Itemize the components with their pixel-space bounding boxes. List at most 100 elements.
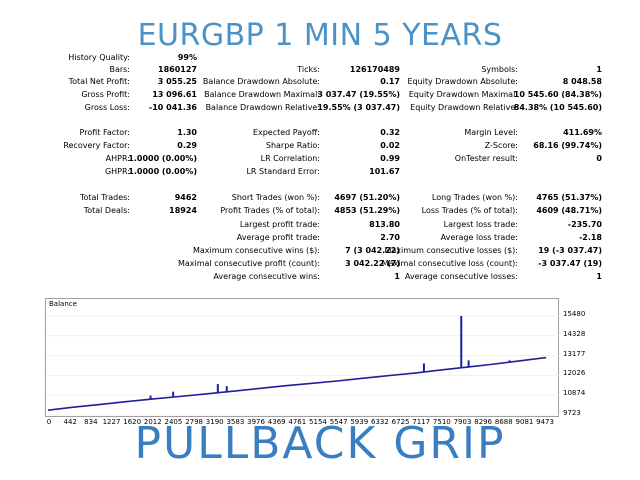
- stat-value: 411.69%: [563, 128, 602, 137]
- stat-value: 99%: [177, 53, 197, 62]
- stat-label: Largest profit trade:: [239, 220, 320, 229]
- stat-value: -3 037.47 (19): [538, 259, 602, 268]
- balance-series-line: [47, 356, 547, 411]
- stat-value: 4853 (51.29%): [334, 206, 400, 215]
- stat-label: Total Net Profit:: [68, 77, 130, 86]
- chart-series-label: Balance: [49, 300, 77, 308]
- stat-value: 0.02: [380, 141, 400, 150]
- x-tick-label: 3583: [226, 418, 245, 426]
- stat-value: 0: [596, 154, 602, 163]
- stats-table: History Quality: 99% Bars: 1860127 Total Net…: [63, 53, 602, 281]
- stat-label: GHPR:: [104, 167, 130, 176]
- x-tick-label: 7903: [453, 418, 472, 426]
- stat-value: 4609 (48.71%): [536, 206, 602, 215]
- stat-value: 1: [596, 272, 602, 281]
- stat-label: Maximum consecutive wins ($):: [192, 246, 320, 255]
- stat-label: Bars:: [109, 65, 130, 74]
- stat-value: 1.0000 (0.00%): [128, 167, 197, 176]
- stat-value: 0.32: [380, 128, 400, 137]
- stat-label: Equity Drawdown Maximal:: [408, 90, 518, 99]
- stat-value: 19.55% (3 037.47): [317, 103, 400, 112]
- y-tick-label: 9723: [563, 409, 581, 417]
- stat-value: 126170489: [349, 65, 400, 74]
- x-tick-label: 2012: [143, 418, 162, 426]
- x-tick-label: 7117: [412, 418, 431, 426]
- stat-value: 3 042.22 (7): [345, 259, 400, 268]
- x-tick-label: 5939: [350, 418, 369, 426]
- stat-value: 8 048.58: [562, 77, 602, 86]
- report-title: EURGBP 1 MIN 5 YEARS: [137, 18, 503, 53]
- x-tick-label: 834: [84, 418, 98, 426]
- stat-label: Largest loss trade:: [443, 220, 518, 229]
- stat-value: 1: [596, 65, 602, 74]
- stat-value: 2.70: [380, 233, 400, 242]
- x-tick-label: 9081: [515, 418, 534, 426]
- stat-value: -235.70: [567, 220, 602, 229]
- stat-label: LR Correlation:: [260, 154, 320, 163]
- stat-value: -2.18: [578, 233, 602, 242]
- stat-value: 4765 (51.37%): [536, 193, 602, 202]
- y-tick-label: 15480: [563, 309, 586, 318]
- stat-label: Maximum consecutive losses ($):: [384, 246, 518, 255]
- stat-label: AHPR:: [105, 154, 130, 163]
- x-tick-label: 2405: [164, 418, 183, 426]
- stat-value: 18924: [169, 206, 197, 215]
- stat-value: 3 055.25: [157, 77, 197, 86]
- stat-label: Margin Level:: [464, 128, 518, 137]
- stat-label: Symbols:: [481, 65, 518, 74]
- stat-label: Total Deals:: [83, 206, 130, 215]
- x-tick-label: 5547: [329, 418, 348, 426]
- stat-label: Gross Loss:: [84, 103, 130, 112]
- balance-plot: [46, 315, 560, 416]
- stat-label: Maximal consecutive loss (count):: [381, 259, 518, 268]
- balance-chart: Balance: [45, 298, 560, 417]
- stat-value: 1.0000 (0.00%): [128, 154, 197, 163]
- stat-value: 13 096.61: [152, 90, 197, 99]
- stat-label: Maximal consecutive profit (count):: [177, 259, 320, 268]
- x-tick-label: 4761: [288, 418, 307, 426]
- x-tick-label: 1227: [102, 418, 121, 426]
- stat-label: Recovery Factor:: [63, 141, 130, 150]
- stat-label: Z-Score:: [484, 141, 518, 150]
- stat-value: 19 (-3 037.47): [538, 246, 602, 255]
- stat-label: Average loss trade:: [440, 233, 518, 242]
- stat-label: Balance Drawdown Absolute:: [202, 77, 320, 86]
- stat-value: 3 037.47 (19.55%): [317, 90, 400, 99]
- y-tick-label: 10874: [563, 389, 586, 398]
- y-tick-label: 12026: [563, 369, 586, 378]
- brand-name: PULLBACK GRIP: [134, 418, 506, 469]
- stat-value: 10 545.60 (84.38%): [513, 90, 602, 99]
- stat-value: 0.17: [380, 77, 400, 86]
- stat-label: Equity Drawdown Relative:: [410, 103, 518, 112]
- stat-label: History Quality:: [68, 53, 130, 62]
- x-tick-label: 6332: [370, 418, 389, 426]
- stat-value: 1860127: [158, 65, 197, 74]
- stat-label: Long Trades (won %):: [431, 193, 518, 202]
- stat-label: Profit Factor:: [79, 128, 130, 137]
- x-tick-label: 6725: [391, 418, 410, 426]
- stat-value: 813.80: [369, 220, 400, 229]
- x-tick-label: 8688: [494, 418, 513, 426]
- stat-value: 4697 (51.20%): [334, 193, 400, 202]
- stat-value: 9462: [174, 193, 197, 202]
- stat-value: 0.99: [380, 154, 400, 163]
- x-tick-label: 1620: [123, 418, 142, 426]
- y-tick-label: 13177: [563, 349, 586, 358]
- stat-label: Profit Trades (% of total):: [220, 206, 320, 215]
- x-tick-label: 7510: [432, 418, 451, 426]
- stat-label: OnTester result:: [454, 154, 518, 163]
- stat-value: 84.38% (10 545.60): [513, 103, 602, 112]
- x-tick-label: 2798: [185, 418, 204, 426]
- x-tick-label: 442: [63, 418, 77, 426]
- stat-value: 7 (3 042.22): [345, 246, 400, 255]
- y-tick-label: 14328: [563, 329, 586, 338]
- stat-label: Total Trades:: [80, 193, 130, 202]
- stat-label: Average consecutive losses:: [404, 272, 518, 281]
- stat-label: Sharpe Ratio:: [265, 141, 320, 150]
- x-tick-label: 3190: [205, 418, 224, 426]
- x-tick-label: 4369: [267, 418, 286, 426]
- stat-value: 0.29: [177, 141, 197, 150]
- stat-label: Gross Profit:: [81, 90, 130, 99]
- stat-value: 68.16 (99.74%): [533, 141, 602, 150]
- stat-label: Average profit trade:: [236, 233, 320, 242]
